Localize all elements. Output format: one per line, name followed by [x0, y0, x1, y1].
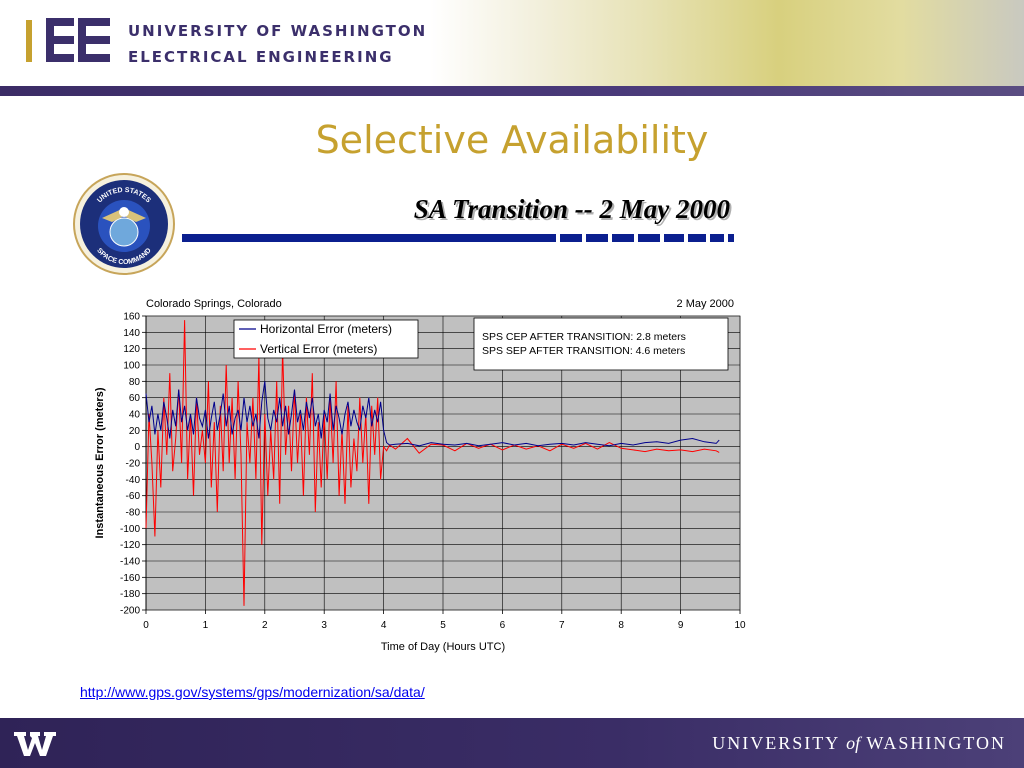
y-tick-label: 140 [123, 328, 140, 339]
chart-date-label: 2 May 2000 [677, 298, 734, 310]
vertical-error-line [145, 320, 720, 606]
uw-w-logo-icon [14, 732, 56, 756]
y-tick-label: 40 [129, 410, 141, 421]
legend-entry: Vertical Error (meters) [260, 342, 377, 356]
x-tick-label: 8 [618, 620, 624, 631]
y-axis-label: Instantaneous Error (meters) [94, 387, 106, 538]
y-tick-label: -80 [126, 508, 141, 519]
x-axis-label: Time of Day (Hours UTC) [381, 641, 505, 653]
ee-logo-icon [26, 18, 110, 62]
university-wordmark: UNIVERSITY of WASHINGTON [712, 733, 1006, 754]
chart-location-label: Colorado Springs, Colorado [146, 298, 282, 310]
y-tick-label: 160 [123, 312, 140, 323]
y-tick-label: -120 [120, 540, 140, 551]
wordmark-of: of [846, 733, 861, 753]
wordmark-washington: WASHINGTON [866, 733, 1006, 753]
legend-entry: Horizontal Error (meters) [260, 322, 392, 336]
y-tick-label: -180 [120, 589, 140, 600]
sps-annotation-box: SPS CEP AFTER TRANSITION: 2.8 meters SPS … [473, 317, 729, 371]
y-tick-label: -100 [120, 524, 140, 535]
x-tick-label: 9 [678, 620, 684, 631]
wordmark-university: UNIVERSITY [712, 733, 840, 753]
annotation-line: SPS SEP AFTER TRANSITION: 4.6 meters [482, 345, 685, 357]
y-tick-label: 0 [134, 442, 140, 453]
us-space-command-seal-icon: UNITED STATES SPACE COMMAND [73, 173, 175, 275]
y-tick-label: 100 [123, 361, 140, 372]
y-tick-label: 120 [123, 344, 140, 355]
y-tick-label: -200 [120, 606, 140, 617]
annotation-line: SPS CEP AFTER TRANSITION: 2.8 meters [482, 331, 686, 343]
source-url-link[interactable]: http://www.gps.gov/systems/gps/moderniza… [80, 684, 425, 700]
y-tick-label: 60 [129, 393, 141, 404]
slide-title: Selective Availability [315, 118, 709, 162]
x-tick-label: 1 [203, 620, 209, 631]
x-tick-label: 5 [440, 620, 446, 631]
x-tick-label: 7 [559, 620, 565, 631]
y-tick-label: -40 [126, 475, 141, 486]
header-banner: UNIVERSITY OF WASHINGTON ELECTRICAL ENGI… [0, 0, 1024, 96]
y-tick-label: 80 [129, 377, 141, 388]
y-tick-label: -60 [126, 491, 141, 502]
y-tick-label: -140 [120, 557, 140, 568]
y-tick-label: -160 [120, 573, 140, 584]
x-tick-label: 6 [500, 620, 506, 631]
y-tick-label: 20 [129, 426, 141, 437]
x-tick-label: 3 [321, 620, 327, 631]
chart-legend: Horizontal Error (meters) Vertical Error … [233, 319, 419, 359]
y-tick-label: -20 [126, 459, 141, 470]
x-tick-label: 4 [381, 620, 387, 631]
figure-title: SA Transition -- 2 May 2000 [413, 194, 730, 224]
header-purple-bar [0, 86, 1024, 96]
footer-bar [0, 718, 1024, 768]
department-line-1: UNIVERSITY OF WASHINGTON [128, 22, 428, 40]
x-tick-label: 0 [143, 620, 149, 631]
title-rule [182, 234, 734, 242]
x-tick-label: 2 [262, 620, 268, 631]
horizontal-error-line [145, 381, 720, 447]
x-tick-label: 10 [734, 620, 746, 631]
department-line-2: ELECTRICAL ENGINEERING [128, 48, 394, 66]
sa-transition-chart: Colorado Springs, Colorado 2 May 2000 16… [94, 298, 746, 653]
